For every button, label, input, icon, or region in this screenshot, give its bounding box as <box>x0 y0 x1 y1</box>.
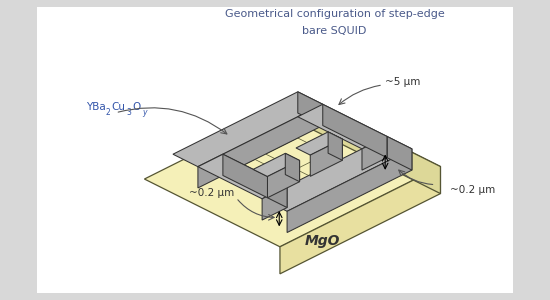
Polygon shape <box>310 139 342 176</box>
Text: ~5 μm: ~5 μm <box>386 77 421 87</box>
Polygon shape <box>173 92 323 167</box>
Polygon shape <box>262 136 412 211</box>
Polygon shape <box>145 99 441 247</box>
Text: y: y <box>142 108 146 117</box>
Polygon shape <box>298 104 387 149</box>
Polygon shape <box>223 154 287 208</box>
Polygon shape <box>267 160 300 198</box>
Text: MgO: MgO <box>304 234 340 248</box>
Text: 3: 3 <box>126 108 131 117</box>
Polygon shape <box>262 186 287 220</box>
Text: Cu: Cu <box>111 102 125 112</box>
Polygon shape <box>267 182 319 208</box>
Text: bare SQUID: bare SQUID <box>302 26 367 36</box>
Polygon shape <box>253 153 300 176</box>
Polygon shape <box>323 104 387 158</box>
Polygon shape <box>328 132 342 160</box>
Polygon shape <box>298 92 323 125</box>
Text: 2: 2 <box>106 108 111 117</box>
Polygon shape <box>362 136 387 170</box>
Polygon shape <box>285 169 310 182</box>
Polygon shape <box>296 132 342 155</box>
Text: Geometrical configuration of step-edge: Geometrical configuration of step-edge <box>224 9 444 19</box>
Bar <box>37 7 513 293</box>
Polygon shape <box>387 136 412 170</box>
Text: ~0.2 μm: ~0.2 μm <box>189 188 234 198</box>
Polygon shape <box>305 99 441 194</box>
Polygon shape <box>266 138 328 169</box>
Polygon shape <box>241 147 344 199</box>
Polygon shape <box>198 104 323 188</box>
Polygon shape <box>285 153 300 182</box>
Polygon shape <box>310 160 362 186</box>
Text: YBa: YBa <box>86 102 106 112</box>
Polygon shape <box>198 154 287 199</box>
Polygon shape <box>280 167 441 274</box>
Polygon shape <box>223 159 285 190</box>
Text: ~0.2 μm: ~0.2 μm <box>450 184 496 195</box>
Text: O: O <box>133 102 141 112</box>
Polygon shape <box>287 149 412 232</box>
